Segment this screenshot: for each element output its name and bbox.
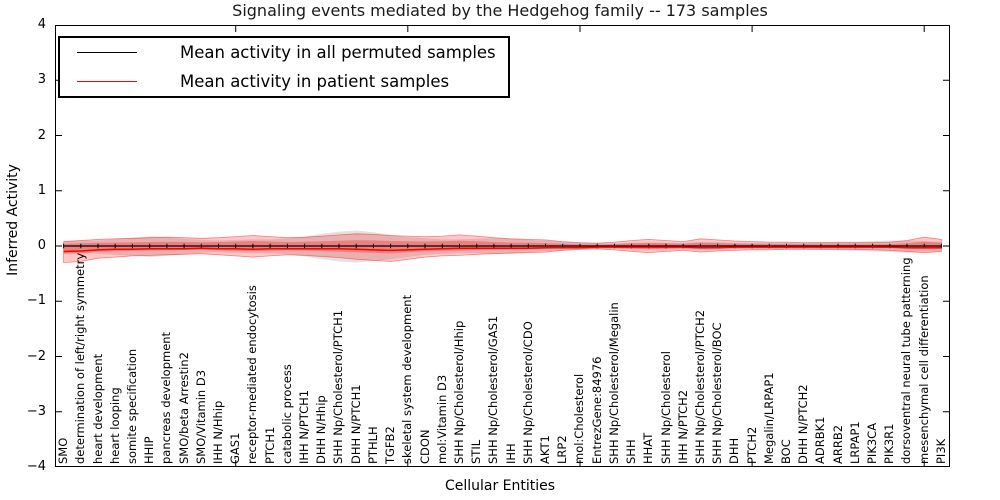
x-category-label: DHH N/PTCH1 [348, 384, 363, 464]
x-category-label: LRPAP1 [847, 421, 862, 464]
x-category-label: SHH Np/Cholesterol/BOC [710, 322, 725, 464]
x-category-label: BOC [778, 439, 793, 464]
y-tick-label: 0 [37, 238, 46, 253]
x-category-label: SHH [624, 439, 639, 464]
y-tick-label: 4 [37, 17, 46, 32]
chart-title: Signaling events mediated by the Hedgeho… [232, 1, 768, 20]
y-tick-label: 3 [37, 72, 46, 88]
x-category-label: SHH Np/Cholesterol/GAS1 [486, 315, 501, 464]
x-category-label: DHH N/PTCH2 [796, 384, 811, 464]
x-category-label: PTCH1 [262, 426, 277, 464]
x-category-label: SHH Np/Cholesterol/CDO [520, 321, 535, 464]
x-category-label: determination of left/right symmetry [73, 252, 88, 464]
x-category-label: SHH Np/Cholesterol/PTCH2 [692, 309, 707, 464]
x-category-label: IHH N/PTCH2 [675, 389, 690, 464]
legend-label-permuted: Mean activity in all permuted samples [180, 43, 496, 63]
x-category-label: ADRBK1 [813, 416, 828, 464]
axis-ticks [55, 25, 950, 467]
x-category-label: SMO/beta Arrestin2 [176, 352, 191, 464]
x-category-label: PIK3R1 [882, 423, 897, 465]
x-category-label: EntrezGene:84976 [589, 356, 604, 464]
x-category-label: DHH N/Hhip [314, 395, 329, 464]
x-category-label: CDON [417, 429, 432, 464]
x-category-label: PTCH2 [744, 426, 759, 464]
y-tick-label: −2 [26, 348, 46, 364]
y-tick-label: −4 [26, 459, 46, 474]
permuted-mean-markers [63, 243, 942, 249]
x-category-label: DHH [727, 437, 742, 464]
x-category-label: PIK3CA [865, 422, 880, 464]
x-category-label: SMO/Vitamin D3 [193, 369, 208, 464]
x-category-label: catabolic process [279, 364, 294, 464]
patient-mean-line [63, 246, 942, 253]
x-axis-label: Cellular Entities [444, 478, 556, 494]
x-category-label: SHH Np/Cholesterol [658, 351, 673, 464]
x-category-label: HHIP [142, 436, 157, 464]
x-category-label: heart development [90, 353, 105, 464]
x-category-label: SHH Np/Cholesterol/PTCH1 [331, 309, 346, 464]
x-category-label: SMO [56, 437, 71, 464]
x-category-label: somite specification [124, 348, 139, 464]
x-category-label: IHH N/Hhip [211, 400, 225, 464]
legend-item-patient: Mean activity in patient samples [60, 67, 508, 95]
x-category-label: mesenchymal cell differentiation [916, 275, 931, 464]
permuted-line-swatch [77, 52, 137, 54]
legend: Mean activity in all permuted samples Me… [58, 36, 510, 98]
x-category-label: dorsoventral neural tube patterning [899, 257, 914, 464]
x-category-label: mol:Cholesterol [572, 373, 587, 464]
x-category-label: mol:Vitamin D3 [434, 374, 449, 464]
x-category-label: IHH N/PTCH1 [297, 389, 312, 464]
y-tick-label: −1 [26, 293, 46, 309]
plot-canvas [55, 25, 950, 467]
x-category-label: GAS1 [228, 432, 243, 464]
x-category-label: HHAT [641, 432, 656, 464]
x-category-label: skeletal system development [400, 294, 415, 464]
y-tick-label: −3 [26, 403, 46, 419]
x-category-label: SHH Np/Cholesterol/Megalin [606, 302, 621, 464]
y-tick-label: 2 [37, 127, 46, 143]
x-category-label: PI3K [933, 438, 948, 464]
legend-item-permuted: Mean activity in all permuted samples [60, 39, 508, 67]
x-category-label: ARRB2 [830, 424, 845, 464]
x-category-label: AKT1 [538, 435, 553, 464]
y-axis-label: Inferred Activity [5, 164, 21, 276]
x-category-label: PTHLH [365, 426, 380, 464]
x-category-label: heart looping [107, 387, 122, 464]
x-category-label: TGFB2 [383, 426, 398, 464]
x-category-label: receptor-mediated endocytosis [245, 285, 260, 464]
x-category-label: LRP2 [555, 435, 570, 464]
x-category-label: STIL [469, 439, 484, 464]
y-tick-label: 1 [37, 182, 46, 198]
patient-line-swatch [77, 80, 137, 82]
legend-label-patient: Mean activity in patient samples [180, 71, 450, 91]
x-category-label: SHH Np/Cholesterol/Hhip [451, 320, 466, 464]
x-category-label: IHH [503, 443, 518, 464]
patient-spread-band-inner [63, 240, 942, 254]
x-category-label: pancreas development [159, 331, 174, 464]
x-category-label: Megalin/LRPAP1 [761, 372, 776, 464]
